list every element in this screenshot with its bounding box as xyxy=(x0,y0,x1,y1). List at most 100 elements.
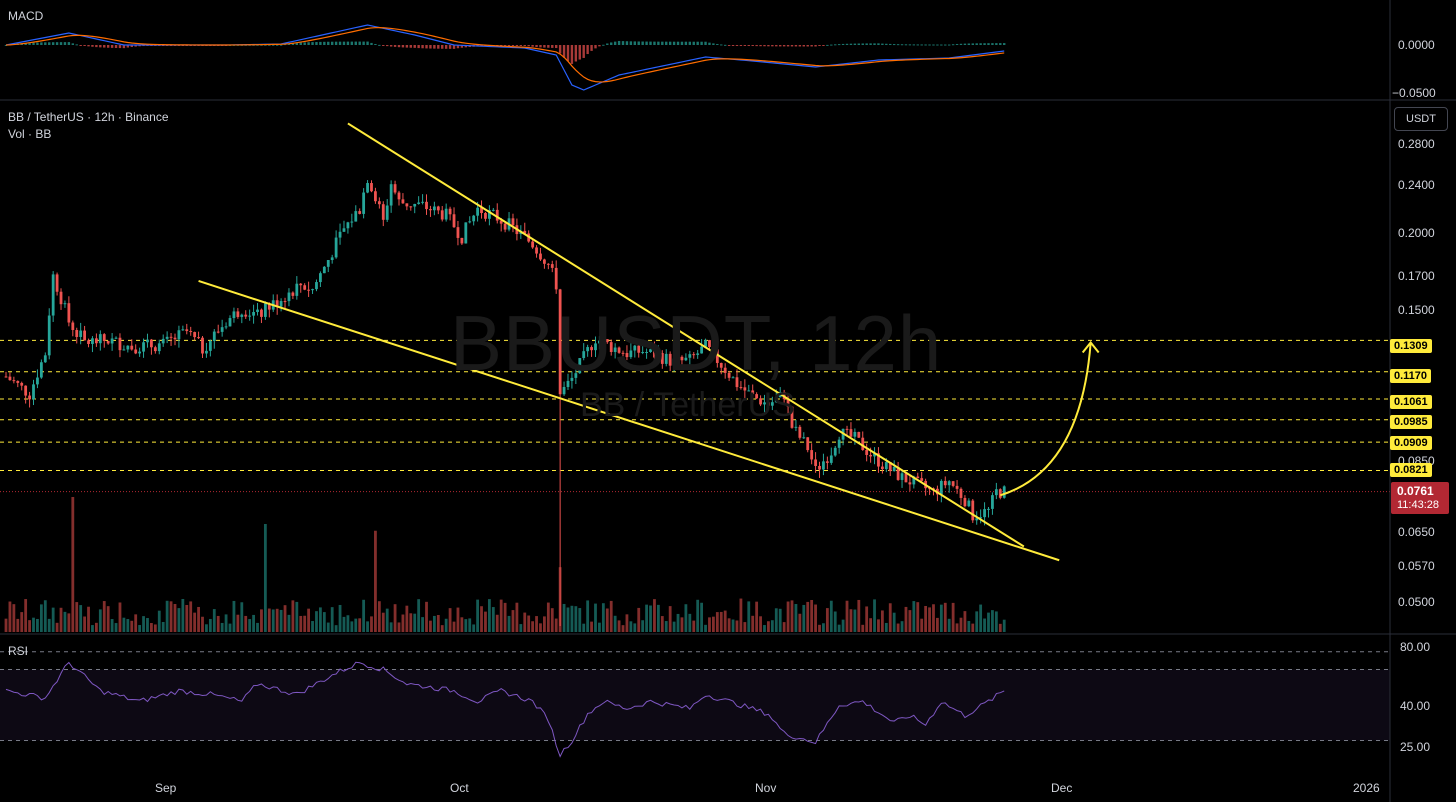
volume-bar xyxy=(413,613,417,632)
volume-bar xyxy=(193,612,197,632)
candle-body xyxy=(334,237,338,258)
volume-bar xyxy=(562,603,566,632)
volume-bar xyxy=(150,623,153,632)
macd-histogram-bar xyxy=(857,43,861,45)
volume-bar xyxy=(350,621,354,632)
volume-bar xyxy=(708,617,711,632)
macd-title[interactable]: MACD xyxy=(8,9,44,23)
candle-body xyxy=(212,331,216,342)
volume-bar xyxy=(625,614,629,632)
volume-title[interactable]: Vol · BB xyxy=(8,127,52,141)
candle-body xyxy=(377,201,381,205)
candle-body xyxy=(480,207,483,214)
macd-histogram-bar xyxy=(382,45,385,46)
symbol-title[interactable]: BB / TetherUS · 12h · Binance xyxy=(8,110,169,124)
macd-histogram-bar xyxy=(684,41,688,45)
volume-bar xyxy=(24,599,28,632)
volume-bar xyxy=(114,623,118,632)
volume-bar xyxy=(688,613,692,632)
volume-bar xyxy=(916,602,920,632)
candle-body xyxy=(590,347,593,351)
candle-body xyxy=(110,338,114,344)
projection-arrow xyxy=(999,342,1092,497)
macd-histogram-bar xyxy=(920,44,923,46)
macd-histogram-bar xyxy=(279,44,283,46)
volume-bar xyxy=(888,603,892,632)
candle-body xyxy=(252,312,255,316)
volume-bar xyxy=(947,618,951,632)
candle-body xyxy=(928,488,931,490)
macd-histogram-bar xyxy=(535,45,538,48)
volume-bar xyxy=(739,598,743,632)
macd-histogram-bar xyxy=(311,42,314,45)
macd-histogram-bar xyxy=(460,45,464,48)
candle-body xyxy=(98,334,102,344)
rsi-title[interactable]: RSI xyxy=(8,644,29,658)
volume-bar xyxy=(377,601,381,632)
candle-body xyxy=(550,264,554,268)
volume-bar xyxy=(696,599,700,632)
macd-histogram-bar xyxy=(999,43,1002,45)
candle-body xyxy=(755,394,759,399)
candle-body xyxy=(822,461,825,470)
volume-bar xyxy=(535,616,538,632)
level-badge: 0.1061 xyxy=(1390,395,1432,409)
candle-body xyxy=(83,330,86,341)
macd-histogram-bar xyxy=(861,43,864,45)
volume-bar xyxy=(814,604,817,632)
macd-histogram-bar xyxy=(48,42,51,45)
volume-bar xyxy=(220,622,224,632)
macd-histogram-bar xyxy=(841,43,845,45)
candle-body xyxy=(790,406,794,428)
candle-body xyxy=(967,500,971,507)
volume-bar xyxy=(869,618,872,632)
candle-body xyxy=(617,347,621,353)
candle-body xyxy=(460,237,464,244)
falling-wedge[interactable] xyxy=(198,122,1100,562)
candle-body xyxy=(185,329,189,332)
macd-histogram-bar xyxy=(665,41,668,45)
candle-body xyxy=(342,228,346,232)
volume-bar xyxy=(197,606,200,632)
macd-histogram-bar xyxy=(405,45,409,48)
candle-body xyxy=(114,337,118,339)
volume-bar xyxy=(409,613,413,632)
volume-bar xyxy=(873,599,876,632)
macd-histogram-bar xyxy=(845,43,849,45)
volume-bar xyxy=(362,599,366,632)
volume-bar xyxy=(429,620,432,632)
volume-bar xyxy=(421,617,424,632)
macd-histogram-bar xyxy=(566,45,570,62)
macd-histogram-bar xyxy=(421,45,424,49)
candle-body xyxy=(570,377,574,381)
candle-body xyxy=(491,209,495,211)
macd-histogram-bar xyxy=(319,41,322,45)
volume-bar xyxy=(959,617,963,632)
candles[interactable] xyxy=(4,180,1006,627)
volume-bar xyxy=(263,524,267,632)
candle-body xyxy=(248,315,252,317)
candle-body xyxy=(409,206,413,208)
macd-histogram-bar xyxy=(617,40,621,45)
macd-histogram-bar xyxy=(507,45,511,46)
macd-histogram-bar xyxy=(983,43,986,45)
candle-body xyxy=(366,183,369,193)
currency-button[interactable]: USDT xyxy=(1394,107,1448,131)
macd-histogram-bar xyxy=(138,45,141,47)
volume-bar xyxy=(271,609,275,632)
macd-histogram-bar xyxy=(264,44,267,46)
candle-body xyxy=(684,357,688,361)
candle-body xyxy=(224,326,228,328)
candle-body xyxy=(806,437,810,451)
volume-bar xyxy=(311,621,314,632)
volume-bar xyxy=(106,606,110,632)
candle-body xyxy=(401,199,405,204)
volume-bar xyxy=(495,614,499,632)
candle-body xyxy=(299,283,303,286)
candle-body xyxy=(322,266,326,274)
candle-body xyxy=(134,349,138,354)
candle-body xyxy=(605,339,609,343)
macd-histogram-bar xyxy=(892,44,896,46)
volume-bar xyxy=(63,611,67,632)
